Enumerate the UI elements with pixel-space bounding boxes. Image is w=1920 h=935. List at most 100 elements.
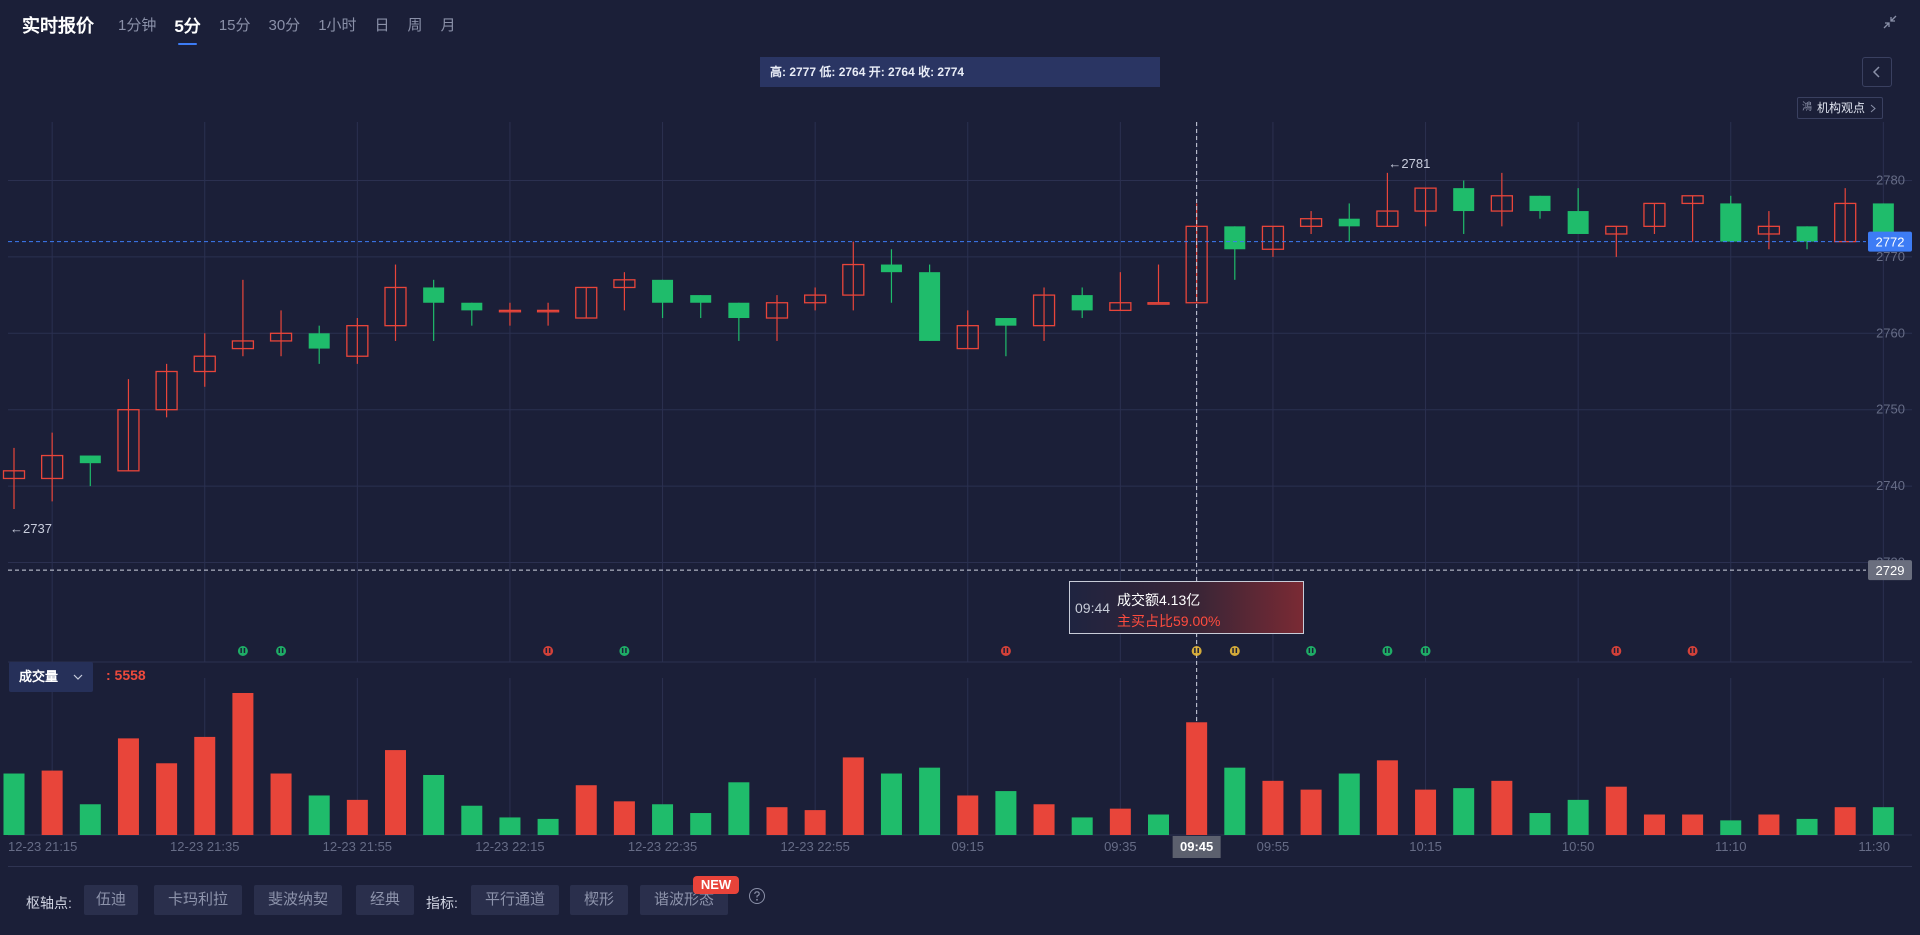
volume-bar	[1300, 789, 1322, 835]
volume-bar	[1262, 780, 1284, 835]
candle-body	[1681, 195, 1704, 205]
event-marker-icon	[1687, 646, 1698, 656]
volume-bar	[728, 782, 750, 835]
event-marker-icon	[543, 646, 554, 656]
volume-indicator-select[interactable]: 成交量	[9, 662, 93, 692]
crosshair-price-tag-text: 2729	[1876, 563, 1905, 578]
event-marker-icon	[276, 646, 287, 656]
volume-bar	[1834, 807, 1856, 835]
indicator-parallel-channel-button[interactable]: 平行通道	[471, 885, 559, 915]
candle	[308, 325, 330, 364]
volume-bar	[575, 785, 597, 835]
current-price-tag	[1868, 231, 1912, 252]
candle-body	[269, 332, 293, 342]
candle	[155, 363, 178, 418]
candle	[117, 379, 140, 472]
tab-1min[interactable]: 1分钟	[118, 17, 157, 34]
indicator-wedge-button[interactable]: 楔形	[570, 885, 628, 915]
x-tick-label: 10:15	[1409, 839, 1442, 854]
candle	[1224, 226, 1246, 280]
candle	[919, 264, 941, 341]
chevron-left-icon	[1872, 66, 1880, 78]
x-tick-label: 12-23 21:55	[323, 839, 392, 854]
institution-view-button[interactable]: 鴻 机构观点	[1797, 97, 1884, 119]
tab-30min[interactable]: 30分	[268, 17, 301, 34]
x-tick-label: 09:55	[1257, 839, 1290, 854]
volume-bar	[1071, 817, 1093, 835]
tooltip-buy-ratio: 主买占比59.00%	[1117, 613, 1221, 629]
ohlc-info: 高: 2777 低: 2764 开: 2764 收: 2774	[760, 57, 1160, 87]
new-badge: NEW	[693, 876, 739, 894]
candle	[346, 318, 369, 364]
tab-week[interactable]: 周	[407, 17, 423, 34]
candle	[461, 302, 483, 326]
divider	[8, 866, 1912, 867]
volume-bar	[537, 818, 559, 835]
tab-15min[interactable]: 15分	[218, 17, 251, 34]
candle-body	[1643, 202, 1666, 227]
candle	[2, 447, 26, 510]
x-axis: 12-23 21:15 12-23 21:35 12-23 21:55 12-23 2…	[8, 836, 1890, 858]
volume-indicator-label: 成交量	[19, 669, 59, 684]
candle-body	[842, 263, 865, 296]
x-tick-label: 10:50	[1562, 839, 1595, 854]
candle	[1681, 195, 1704, 242]
volume-bar	[308, 795, 330, 835]
candle-body	[1261, 225, 1285, 250]
candle	[1032, 287, 1056, 341]
help-icon[interactable]	[748, 887, 766, 905]
pivot-classic-button[interactable]: 经典	[356, 885, 414, 915]
volume-bar	[1415, 789, 1437, 835]
volume-bar	[957, 795, 979, 835]
tab-5min[interactable]: 5分	[174, 12, 201, 45]
volume-bar	[232, 693, 254, 835]
volume-bar	[156, 763, 178, 835]
event-marker-icon	[619, 646, 630, 656]
volume-bar	[919, 767, 941, 835]
event-marker-icon	[1611, 646, 1622, 656]
volume-bar	[1224, 767, 1246, 835]
volume-bar	[79, 804, 101, 835]
tab-1hour[interactable]: 1小时	[318, 17, 357, 34]
collapse-icon[interactable]	[1882, 14, 1898, 30]
tooltip-time: 09:44	[1075, 600, 1111, 616]
candle-body	[1490, 195, 1513, 212]
x-crosshair-tag	[1172, 836, 1221, 858]
candle-body	[1720, 203, 1742, 242]
candle-body	[1032, 294, 1056, 327]
candle	[269, 310, 293, 357]
candle	[575, 286, 598, 319]
volume-bar	[41, 770, 63, 835]
x-tick-label: 12-23 21:15	[8, 839, 77, 854]
candle	[728, 302, 750, 341]
candle-body	[1567, 211, 1589, 234]
candle	[79, 455, 101, 487]
pivot-woodie-button[interactable]: 伍迪	[84, 885, 138, 915]
back-button[interactable]	[1862, 57, 1892, 87]
volume-value: : 5558	[106, 667, 146, 683]
candle-body	[1757, 225, 1781, 235]
candle-body	[1796, 226, 1818, 242]
volume-bar	[1758, 814, 1780, 835]
candles	[2, 172, 1894, 510]
volume-bar	[880, 773, 902, 835]
candle-body	[1147, 302, 1170, 305]
volume-bar	[1186, 722, 1208, 835]
pivot-camarilla-button[interactable]: 卡玛利拉	[154, 885, 242, 915]
candle	[1338, 203, 1360, 242]
tab-month[interactable]: 月	[440, 17, 456, 34]
tab-day[interactable]: 日	[374, 17, 390, 34]
candle-body	[1529, 195, 1551, 212]
event-markers	[237, 646, 1698, 656]
chevron-right-icon	[1870, 104, 1876, 112]
candle	[690, 295, 712, 319]
candle-body	[117, 409, 140, 472]
candle	[231, 279, 255, 357]
pivot-fibonacci-button[interactable]: 斐波纳契	[254, 885, 342, 915]
candle	[1567, 188, 1589, 234]
x-tick-label: 09:35	[1104, 839, 1137, 854]
candle	[652, 279, 674, 319]
volume-bar	[652, 804, 674, 835]
candle	[1414, 187, 1437, 227]
